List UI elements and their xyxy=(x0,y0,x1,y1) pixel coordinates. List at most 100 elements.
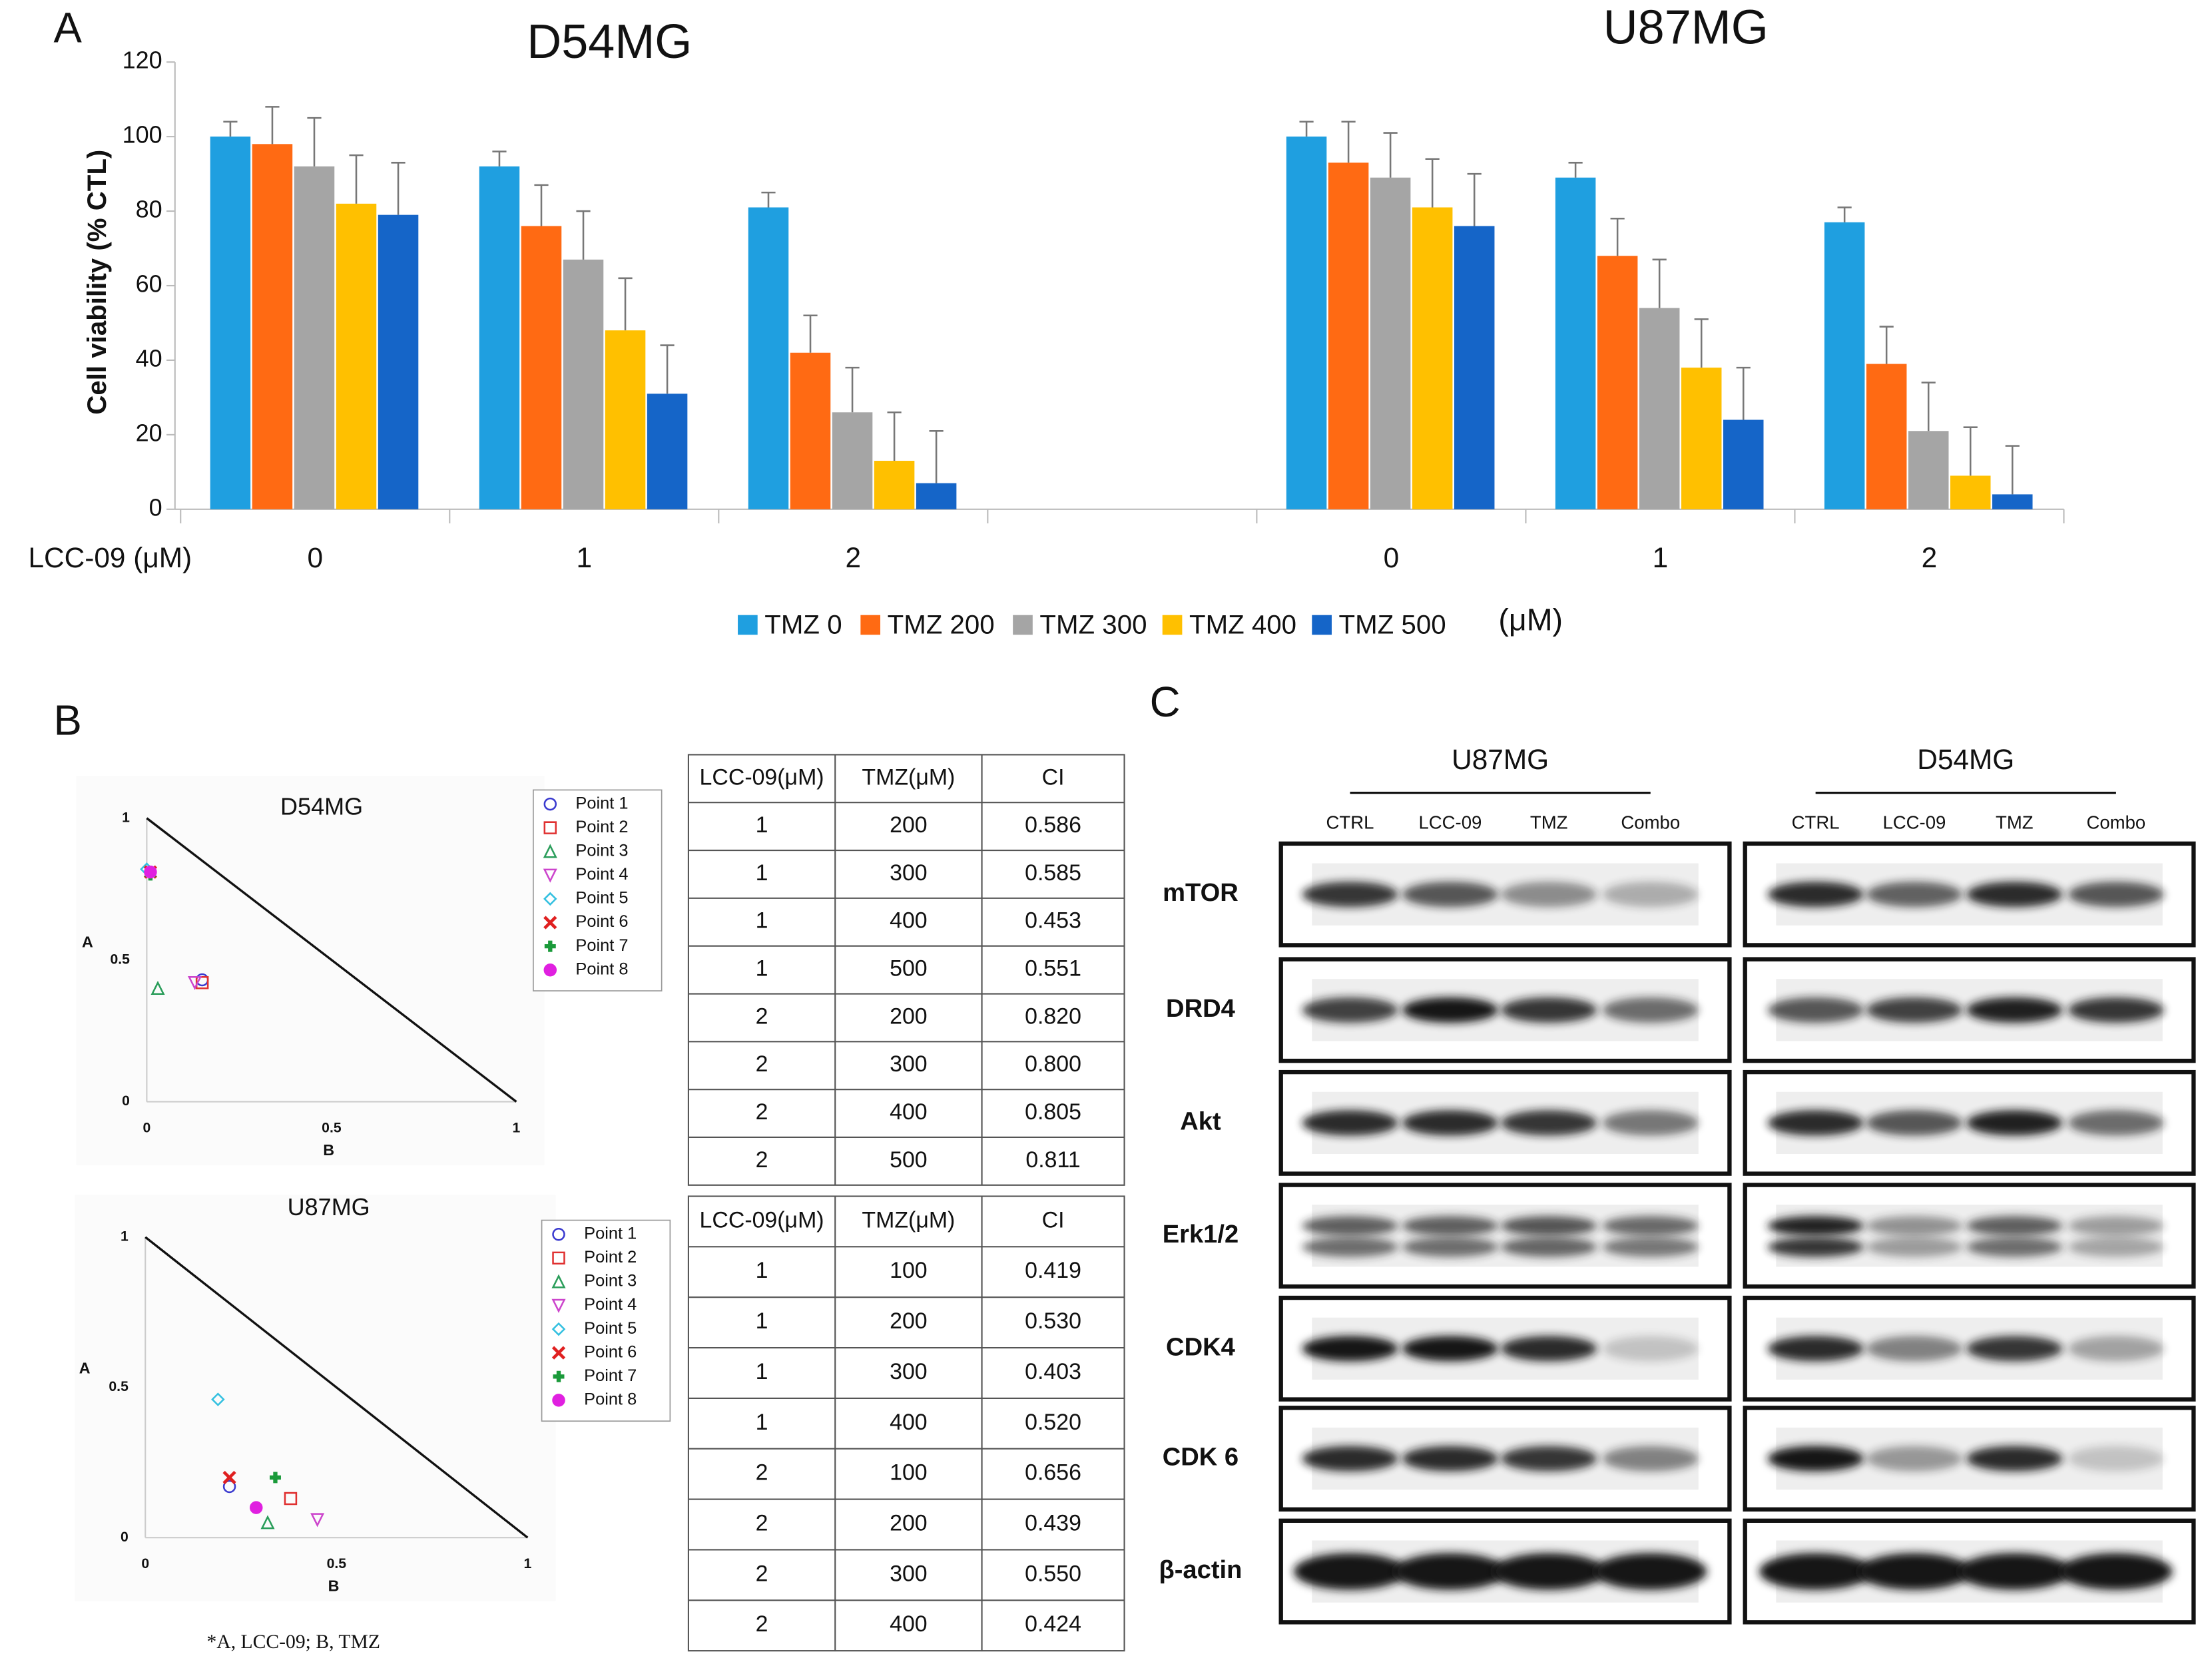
error-bar xyxy=(1837,206,1852,222)
legend-label: Point 2 xyxy=(584,1248,637,1266)
band xyxy=(1302,882,1398,908)
bar xyxy=(605,330,646,509)
x-tick-label: 1 xyxy=(524,1556,532,1571)
panel-label: C xyxy=(1150,679,1181,726)
band xyxy=(2068,997,2164,1023)
legend-label: Point 4 xyxy=(575,865,628,884)
table-cell: 0.551 xyxy=(1025,956,1081,981)
band xyxy=(1402,1446,1498,1472)
table-cell: 300 xyxy=(890,1051,928,1077)
table-cell: 0.520 xyxy=(1025,1410,1081,1435)
error-bar xyxy=(2005,445,2020,495)
error-bar xyxy=(845,366,860,413)
band xyxy=(1602,1336,1699,1362)
band xyxy=(1866,1446,1962,1472)
band xyxy=(1302,1216,1398,1236)
y-tick-label: 1 xyxy=(122,810,130,825)
legend-label: Point 5 xyxy=(575,889,628,908)
legend-swatch xyxy=(860,615,881,635)
table-cell: 400 xyxy=(890,908,928,934)
x-tick-label: 0.5 xyxy=(322,1120,342,1135)
table-cell: 1 xyxy=(756,908,768,934)
error-bar xyxy=(492,150,507,166)
x-tick-label: 0 xyxy=(142,1120,150,1135)
bar xyxy=(521,226,562,509)
lane-label: LCC-09 xyxy=(1882,812,1946,833)
band xyxy=(1767,1237,1864,1257)
table-cell: 0.550 xyxy=(1025,1561,1081,1586)
table-cell: 2 xyxy=(756,1510,768,1535)
legend-label: Point 4 xyxy=(584,1295,637,1314)
band xyxy=(1302,1336,1398,1362)
band xyxy=(1402,882,1498,908)
bar xyxy=(647,394,688,509)
bar xyxy=(1681,368,1722,509)
band xyxy=(2068,1216,2164,1236)
table-cell: 2 xyxy=(756,1561,768,1586)
legend-label: TMZ 0 xyxy=(764,609,842,639)
band xyxy=(1492,1553,1605,1590)
legend-swatch xyxy=(1312,615,1332,635)
point xyxy=(144,865,157,879)
table-cell: 2 xyxy=(756,1460,768,1486)
protein-label: mTOR xyxy=(1163,878,1239,907)
bar xyxy=(252,144,293,509)
bar xyxy=(1908,431,1949,509)
bar xyxy=(1723,419,1764,509)
band xyxy=(2068,1110,2164,1136)
bar xyxy=(916,483,957,509)
table-cell: 0.800 xyxy=(1025,1051,1081,1077)
point xyxy=(260,1515,275,1529)
band xyxy=(1866,1336,1962,1362)
table-cell: 0.586 xyxy=(1025,812,1081,838)
table-cell: 1 xyxy=(756,1359,768,1384)
point xyxy=(552,1227,565,1241)
band xyxy=(1767,882,1864,908)
band xyxy=(2060,1553,2173,1590)
point xyxy=(543,916,557,930)
table-cell: 1 xyxy=(756,1410,768,1435)
table-cell: 0.439 xyxy=(1025,1510,1081,1535)
bar xyxy=(210,137,251,509)
band xyxy=(2068,1446,2164,1472)
point xyxy=(552,1394,565,1407)
y-tick-label: 100 xyxy=(123,121,162,148)
blot-bg xyxy=(1312,1205,1699,1267)
x-tick-label: 2 xyxy=(846,542,862,573)
bar xyxy=(1370,177,1411,509)
footnote: *A, LCC-09; B, TMZ xyxy=(206,1631,380,1653)
error-bar xyxy=(265,106,280,144)
band xyxy=(1767,1446,1864,1472)
band xyxy=(1966,997,2063,1023)
y-tick-label: 40 xyxy=(136,344,162,372)
bar xyxy=(1454,226,1495,509)
band xyxy=(1402,1336,1498,1362)
lane-label: TMZ xyxy=(1530,812,1568,833)
bar xyxy=(1412,207,1453,509)
band xyxy=(1966,1446,2063,1472)
bar xyxy=(563,259,604,509)
table-cell: 1 xyxy=(756,956,768,981)
bar xyxy=(832,412,873,509)
band xyxy=(2068,1336,2164,1362)
band xyxy=(1866,882,1962,908)
y-tick-label: 0.5 xyxy=(109,1379,129,1394)
band xyxy=(2068,882,2164,908)
y-tick-label: 60 xyxy=(136,270,162,298)
band xyxy=(1759,1553,1872,1590)
error-bar xyxy=(1568,162,1583,178)
blot-bg xyxy=(1776,1205,2163,1267)
table-cell: 500 xyxy=(890,956,928,981)
table-cell: 300 xyxy=(890,1561,928,1586)
x-axis-label: B xyxy=(323,1141,334,1159)
point xyxy=(222,1470,236,1485)
band xyxy=(1966,1110,2063,1136)
error-bar xyxy=(1467,172,1482,226)
bar xyxy=(1286,137,1327,509)
lane-label: LCC-09 xyxy=(1418,812,1482,833)
bar xyxy=(1950,475,1991,509)
legend-label: Point 8 xyxy=(584,1390,637,1409)
y-axis-label: A xyxy=(82,933,93,950)
band xyxy=(1602,1237,1699,1257)
